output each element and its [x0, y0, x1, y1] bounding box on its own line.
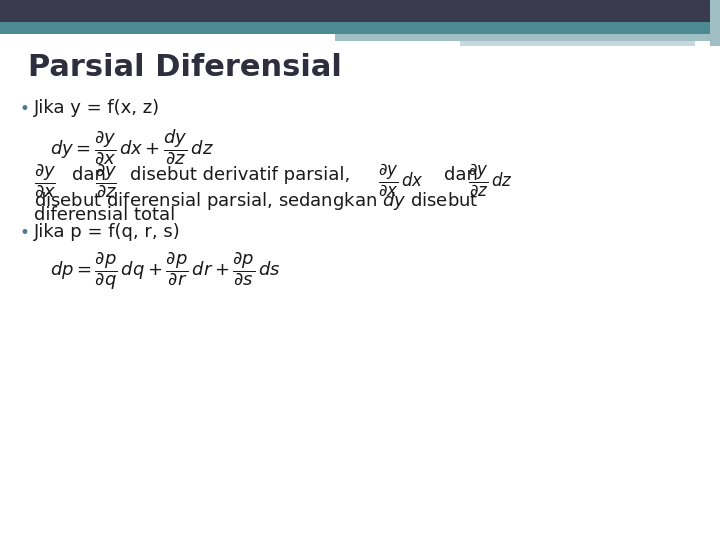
Bar: [710, 0, 720, 46]
Text: diferensial total: diferensial total: [34, 206, 175, 224]
Text: $dy = \dfrac{\partial y}{\partial x}\,dx + \dfrac{dy}{\partial z}\,dz$: $dy = \dfrac{\partial y}{\partial x}\,dx…: [50, 127, 214, 166]
Text: •: •: [20, 100, 30, 118]
Text: $\dfrac{\partial y}{\partial z}$: $\dfrac{\partial y}{\partial z}$: [95, 162, 117, 199]
Text: dan: dan: [72, 166, 106, 184]
Text: Jika p = f(q, r, s): Jika p = f(q, r, s): [34, 223, 181, 241]
Text: Parsial Diferensial: Parsial Diferensial: [28, 53, 342, 82]
Text: disebut derivatif parsial,: disebut derivatif parsial,: [130, 166, 350, 184]
Text: Jika y = f(x, z): Jika y = f(x, z): [34, 99, 160, 117]
Text: $dp = \dfrac{\partial p}{\partial q}\,dq + \dfrac{\partial p}{\partial r}\,dr + : $dp = \dfrac{\partial p}{\partial q}\,dq…: [50, 250, 281, 292]
Bar: [0, 0, 720, 22]
Bar: [460, 41, 695, 46]
Text: •: •: [20, 224, 30, 242]
Bar: [0, 22, 720, 34]
Text: dan: dan: [444, 166, 478, 184]
Bar: [335, 34, 720, 41]
Text: $\dfrac{\partial y}{\partial x}\,dx$: $\dfrac{\partial y}{\partial x}\,dx$: [378, 162, 424, 198]
Text: $\dfrac{\partial y}{\partial z}\,dz$: $\dfrac{\partial y}{\partial z}\,dz$: [468, 162, 513, 198]
Text: disebut diferensial parsial, sedangkan $dy$ disebut: disebut diferensial parsial, sedangkan $…: [34, 190, 479, 212]
Text: $\dfrac{\partial y}{\partial x}$: $\dfrac{\partial y}{\partial x}$: [34, 162, 56, 199]
